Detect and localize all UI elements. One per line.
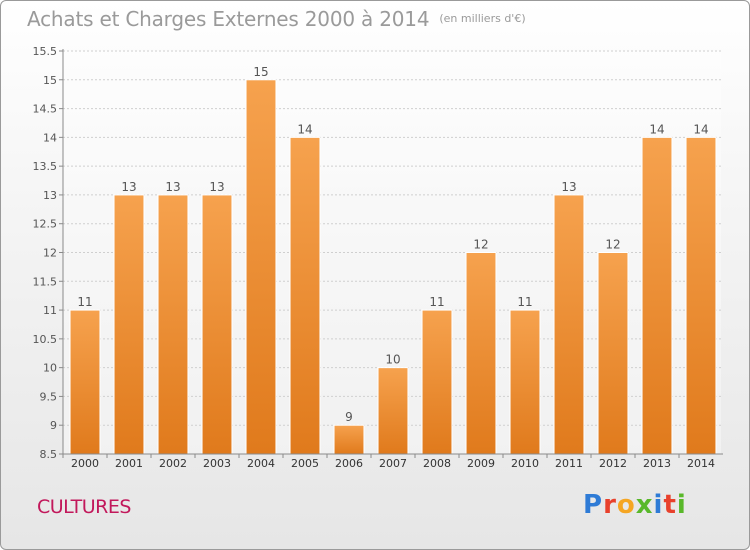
bar	[289, 136, 321, 455]
x-tick-label: 2010	[511, 457, 539, 470]
chart-unit: (en milliers d'€)	[439, 12, 526, 25]
data-label: 13	[561, 180, 576, 194]
data-label: 13	[165, 180, 180, 194]
y-tick-label: 11.5	[33, 275, 58, 288]
x-tick-label: 2008	[423, 457, 451, 470]
x-tick-label: 2009	[467, 457, 495, 470]
bar	[113, 194, 145, 455]
data-label: 14	[693, 122, 708, 136]
y-tick-labels: 8.5 9 9.5 10 10.5 11 11.5 12 12.5 13 13.5 14 14.5 15 1…	[33, 45, 63, 461]
data-label: 15	[253, 65, 268, 79]
data-label: 13	[209, 180, 224, 194]
x-tick-label: 2001	[115, 457, 143, 470]
logo-letter: i	[676, 490, 687, 520]
x-tick-label: 2012	[599, 457, 627, 470]
bar	[69, 309, 101, 455]
bars	[69, 79, 717, 455]
y-tick-label: 10	[43, 362, 57, 375]
data-label: 12	[473, 238, 488, 252]
x-tick-label: 2007	[379, 457, 407, 470]
y-tick-label: 13	[43, 189, 57, 202]
y-tick-label: 14	[43, 131, 57, 144]
y-tick-label: 13.5	[33, 160, 58, 173]
data-label: 9	[345, 410, 353, 424]
x-tick-label: 2000	[71, 457, 99, 470]
bar	[377, 367, 409, 455]
y-tick-label: 15	[43, 74, 57, 87]
title-row: Achats et Charges Externes 2000 à 2014 (e…	[27, 7, 526, 31]
x-tick-label: 2006	[335, 457, 363, 470]
logo-letter: t	[663, 490, 677, 520]
proxiti-logo: Proxiti	[583, 490, 687, 520]
x-tick-labels: 2000 2001 2002 2003 2004 2005 2006 2007 2008 2009…	[62, 454, 715, 470]
y-tick-label: 10.5	[33, 333, 58, 346]
data-label: 11	[517, 295, 532, 309]
x-tick-label: 2011	[555, 457, 583, 470]
y-tick-label: 8.5	[40, 448, 58, 461]
y-tick-label: 11	[43, 304, 57, 317]
x-tick-label: 2002	[159, 457, 187, 470]
bar	[509, 309, 541, 455]
bar	[465, 252, 497, 455]
data-label: 12	[605, 238, 620, 252]
y-tick-label: 12	[43, 247, 57, 260]
bar	[333, 424, 365, 455]
bar	[641, 136, 673, 455]
axes	[62, 49, 723, 455]
bar	[245, 79, 277, 455]
logo-letter: P	[583, 490, 604, 520]
bar	[597, 252, 629, 455]
x-tick-label: 2005	[291, 457, 319, 470]
bar	[157, 194, 189, 455]
logo-letter: i	[653, 490, 664, 520]
bar	[421, 309, 453, 455]
logo-letter: o	[616, 490, 636, 520]
x-tick-label: 2004	[247, 457, 275, 470]
chart-title: Achats et Charges Externes 2000 à 2014	[27, 7, 430, 31]
data-labels: 11 13 13 13 15 14 9 10 11 12 11 13 12 14 14	[77, 65, 708, 424]
y-tick-label: 14.5	[33, 103, 58, 116]
logo-letter: r	[603, 490, 617, 520]
bar	[553, 194, 585, 455]
data-label: 11	[77, 295, 92, 309]
x-tick-label: 2003	[203, 457, 231, 470]
data-label: 11	[429, 295, 444, 309]
data-label: 14	[649, 122, 664, 136]
y-tick-label: 9	[50, 419, 57, 432]
data-label: 14	[297, 122, 312, 136]
bar	[201, 194, 233, 455]
x-tick-label: 2013	[643, 457, 671, 470]
bar	[685, 136, 717, 455]
y-tick-label: 15.5	[33, 45, 58, 58]
y-tick-label: 9.5	[40, 390, 58, 403]
logo-letter: x	[635, 490, 654, 520]
data-label: 13	[121, 180, 136, 194]
data-label: 10	[385, 353, 400, 367]
x-tick-label: 2014	[687, 457, 715, 470]
y-tick-label: 12.5	[33, 218, 58, 231]
commune-name: CULTURES	[37, 496, 131, 518]
